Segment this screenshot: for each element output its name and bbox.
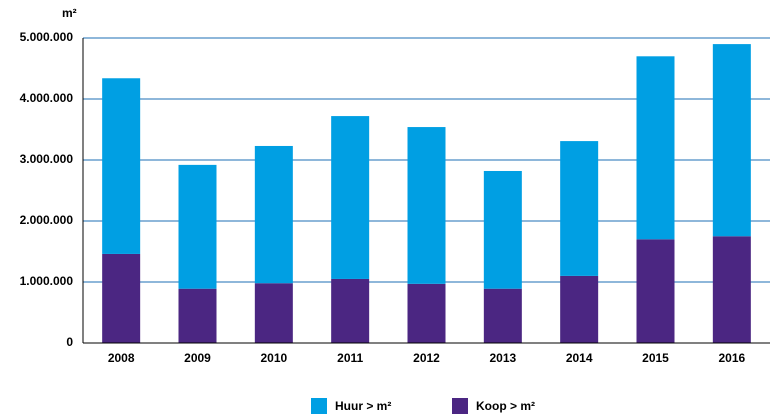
y-tick-label: 0 — [66, 335, 73, 349]
x-tick-label: 2009 — [184, 351, 211, 365]
y-tick-label: 1.000.000 — [20, 274, 74, 288]
bar-segment — [636, 56, 675, 240]
x-tick-label: 2014 — [566, 351, 593, 365]
legend-label: Huur > m² — [335, 399, 391, 413]
bar-segment — [331, 278, 370, 343]
x-tick-label: 2008 — [108, 351, 135, 365]
legend-swatch — [452, 398, 468, 414]
y-tick-label: 3.000.000 — [20, 152, 74, 166]
x-tick-label: 2016 — [718, 351, 745, 365]
bar-segment — [254, 145, 293, 284]
legend-swatch — [311, 398, 327, 414]
bar-segment — [102, 253, 141, 343]
y-tick-label: 4.000.000 — [20, 91, 74, 105]
bar-segment — [483, 170, 522, 289]
legend-label: Koop > m² — [476, 399, 535, 413]
bar-segment — [102, 78, 141, 254]
bar-segment — [254, 283, 293, 343]
bar-segment — [407, 283, 446, 343]
x-tick-label: 2010 — [260, 351, 287, 365]
x-tick-label: 2011 — [337, 351, 363, 365]
bar-segment — [331, 116, 370, 279]
bar-segment — [712, 44, 751, 237]
bar-segment — [712, 236, 751, 343]
y-tick-label: 5.000.000 — [20, 30, 74, 44]
bar-segment — [560, 275, 599, 343]
bar-segment — [178, 164, 217, 289]
y-tick-label: 2.000.000 — [20, 213, 74, 227]
x-tick-label: 2012 — [413, 351, 440, 365]
bar-segment — [636, 239, 675, 343]
bar-segment — [178, 288, 217, 343]
bar-segment — [407, 127, 446, 284]
x-tick-label: 2015 — [642, 351, 669, 365]
y-axis-label: m² — [62, 6, 77, 20]
bar-segment — [560, 141, 599, 276]
x-tick-label: 2013 — [489, 351, 516, 365]
bar-segment — [483, 288, 522, 343]
